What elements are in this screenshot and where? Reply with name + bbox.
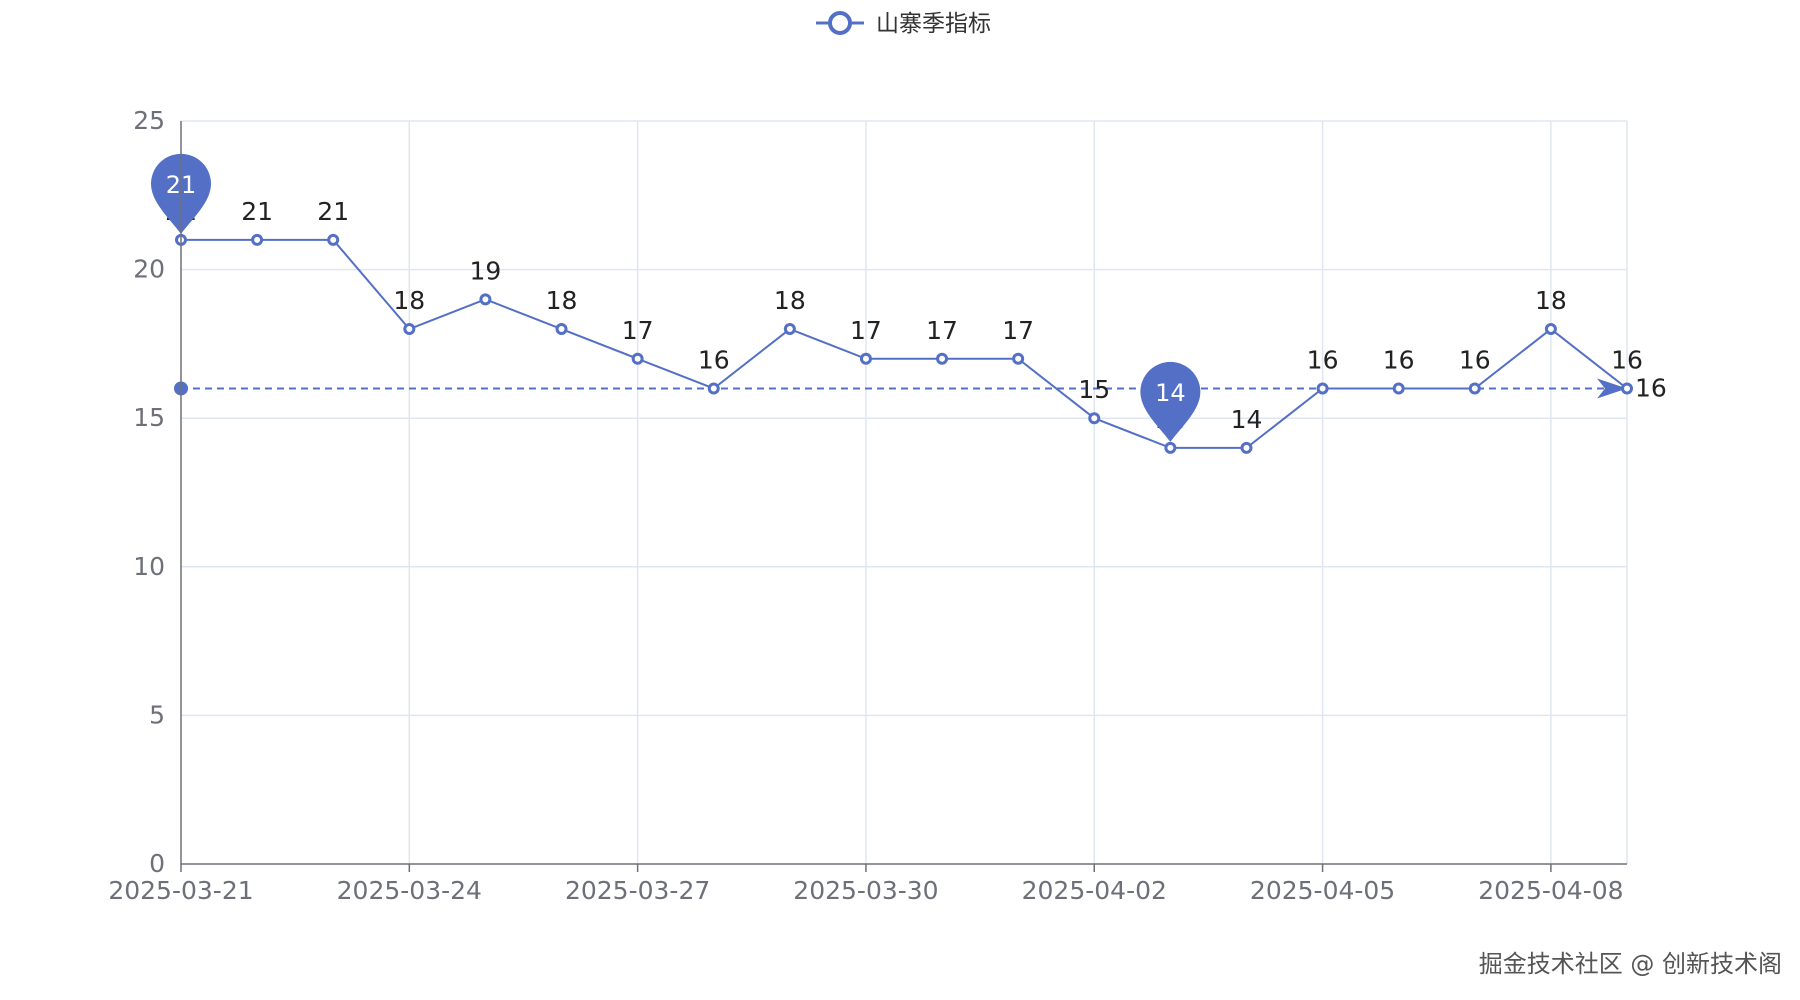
average-line-arrow	[1597, 378, 1627, 399]
data-label: 21	[241, 197, 273, 226]
axes: 0 5 10 15 20 25 2025-03-21 2025-03-24 2025-03-27…	[108, 106, 1627, 905]
series-line	[181, 238, 1628, 449]
data-label: 18	[546, 286, 578, 315]
data-point	[1012, 352, 1025, 365]
y-tick-label: 25	[133, 106, 165, 135]
x-tick-label: 2025-04-02	[1022, 876, 1167, 905]
data-point	[936, 352, 949, 365]
data-label: 17	[926, 316, 958, 345]
y-tick-label: 20	[133, 255, 165, 284]
data-point	[1392, 382, 1405, 395]
series	[175, 233, 1633, 454]
data-point	[555, 323, 568, 336]
data-point	[707, 382, 720, 395]
mark-points: 21 14	[151, 153, 1201, 442]
data-point	[783, 323, 796, 336]
legend[interactable]: 山寨季指标	[816, 11, 991, 37]
grid	[181, 120, 1628, 864]
x-tick-label: 2025-04-08	[1478, 876, 1623, 905]
x-tick-label: 2025-03-30	[793, 876, 938, 905]
legend-label: 山寨季指标	[876, 11, 991, 37]
x-tick-label: 2025-04-05	[1250, 876, 1395, 905]
data-label: 17	[1002, 316, 1034, 345]
data-label: 17	[622, 316, 654, 345]
data-point	[251, 233, 264, 246]
data-label: 16	[1459, 345, 1491, 374]
data-point	[1621, 382, 1633, 395]
data-label: 18	[1535, 286, 1567, 315]
data-point	[1316, 382, 1329, 395]
min-mark-pin	[1140, 361, 1201, 442]
average-line-label: 16	[1635, 373, 1667, 402]
x-tick-label: 2025-03-27	[565, 876, 710, 905]
data-label: 16	[1383, 345, 1415, 374]
data-point	[1544, 323, 1557, 336]
data-label: 14	[1231, 405, 1263, 434]
data-label: 18	[774, 286, 806, 315]
legend-circle-icon	[828, 11, 852, 35]
data-label: 19	[470, 256, 502, 285]
min-mark-label: 14	[1155, 379, 1186, 407]
data-point	[631, 352, 644, 365]
y-tick-label: 15	[133, 403, 165, 432]
y-tick-label: 5	[149, 700, 165, 729]
data-label: 17	[850, 316, 882, 345]
data-point	[327, 233, 340, 246]
x-tick-label: 2025-03-21	[108, 876, 253, 905]
data-label: 21	[317, 197, 349, 226]
data-label: 15	[1078, 375, 1110, 404]
data-point	[1468, 382, 1481, 395]
watermark: 掘金技术社区 @ 创新技术阁	[1479, 950, 1782, 978]
data-label: 16	[1611, 345, 1643, 374]
y-tick-label: 0	[149, 849, 165, 878]
data-point	[1164, 441, 1177, 454]
y-tick-label: 10	[133, 552, 165, 581]
x-tick-label: 2025-03-24	[337, 876, 482, 905]
data-label: 16	[1307, 345, 1339, 374]
data-label: 18	[393, 286, 425, 315]
data-labels: 2121211819181716181717171514141616161816	[165, 197, 1643, 434]
data-point	[1088, 412, 1101, 425]
data-point	[479, 293, 492, 306]
data-point	[1240, 441, 1253, 454]
data-point	[859, 352, 872, 365]
data-label: 16	[698, 345, 730, 374]
data-point	[403, 323, 416, 336]
